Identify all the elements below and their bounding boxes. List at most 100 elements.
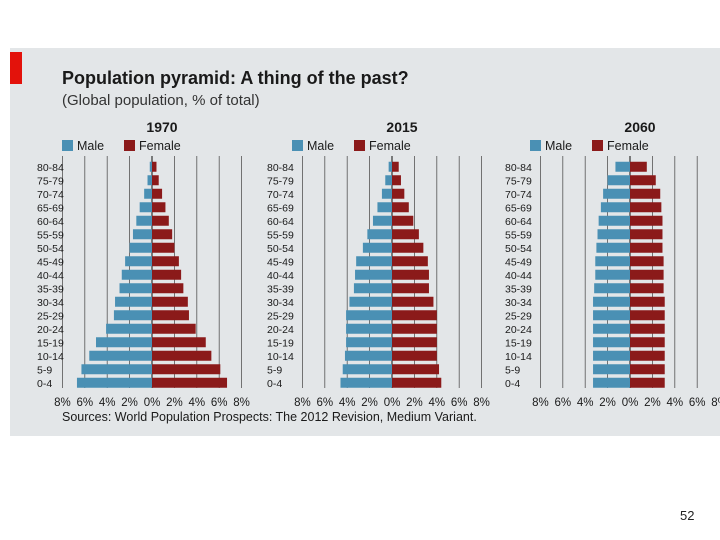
bar-female [152,296,188,307]
bar-female [392,229,419,240]
age-group-label: 5-9 [267,364,282,376]
bar-male [115,296,152,307]
bar-male [594,283,630,294]
bar-male [125,256,152,267]
bar-male [615,161,630,172]
bar-male [381,188,392,199]
age-group-label: 60-64 [505,216,532,228]
age-group-label: 55-59 [505,229,532,241]
bar-female [630,364,665,375]
bar-female [152,310,189,321]
bar-female [392,323,437,334]
bar-male [596,242,630,253]
page-number: 52 [680,508,695,523]
age-group-label: 40-44 [37,270,64,282]
source-note: Sources: World Population Prospects: The… [62,410,477,424]
x-tick-label: 2% [599,397,616,409]
pyramid-2060: 2060 Male Female 8% 6% 4% 2% 0% 2% 4% 6% 8% 0-4 5-910… [505,119,720,409]
x-tick-label: 0% [622,397,639,409]
x-tick-label: 2% [166,397,183,409]
bar-female [630,242,663,253]
bar-male [121,269,152,280]
chart-figure: Population pyramid: A thing of the past?… [10,48,720,436]
x-tick-label: 6% [689,397,706,409]
age-group-label: 70-74 [267,189,294,201]
age-group-label: 30-34 [505,297,532,309]
age-group-label: 10-14 [37,351,64,363]
age-group-label: 55-59 [267,229,294,241]
bar-female [392,364,440,375]
bar-male [388,161,392,172]
age-group-label: 60-64 [37,216,64,228]
age-group-label: 80-84 [37,162,64,174]
bar-male [367,229,392,240]
bar-male [149,161,152,172]
bar-male [340,377,392,388]
age-group-label: 75-79 [267,175,294,187]
bar-male [385,175,392,186]
bar-female [630,296,665,307]
x-tick-label: 0% [144,397,161,409]
legend-swatch-male [530,140,541,151]
bar-female [152,202,166,213]
age-group-label: 65-69 [37,202,64,214]
bar-male [372,215,392,226]
bar-female [152,269,182,280]
bar-female [630,202,662,213]
bar-female [152,161,157,172]
bar-male [600,202,630,213]
age-group-label: 20-24 [505,324,532,336]
bar-female [392,337,437,348]
age-group-label: 60-64 [267,216,294,228]
bar-male [593,364,630,375]
bar-female [392,215,414,226]
bar-male [598,215,630,226]
bar-female [630,337,665,348]
bar-male [113,310,152,321]
bar-male [144,188,152,199]
bar-female [152,175,159,186]
age-group-label: 70-74 [37,189,64,201]
legend-swatch-female [354,140,365,151]
bar-female [630,188,661,199]
bar-female [392,256,428,267]
age-group-label: 5-9 [505,364,520,376]
bar-female [152,229,173,240]
age-group-label: 50-54 [37,243,64,255]
age-group-label: 25-29 [37,310,64,322]
age-group-label: 25-29 [505,310,532,322]
age-group-label: 45-49 [505,256,532,268]
bar-male [353,283,392,294]
bar-male [136,215,152,226]
bar-male [89,350,152,361]
x-tick-label: 0% [384,397,401,409]
bar-female [152,350,212,361]
bar-male [593,323,630,334]
age-group-label: 55-59 [37,229,64,241]
legend-swatch-male [292,140,303,151]
bar-female [152,323,196,334]
bar-male [342,364,392,375]
bar-female [630,377,665,388]
x-tick-label: 6% [554,397,571,409]
age-group-label: 0-4 [267,378,282,390]
bar-male [119,283,152,294]
bar-female [392,269,429,280]
legend-label-male: Male [545,139,572,153]
legend-label-female: Female [369,139,411,153]
age-group-label: 75-79 [505,175,532,187]
bar-male [132,229,152,240]
bar-male [76,377,152,388]
x-tick-label: 8% [54,397,71,409]
age-group-label: 0-4 [37,378,52,390]
bar-female [152,283,184,294]
bar-female [152,188,163,199]
x-tick-label: 4% [577,397,594,409]
legend-label-female: Female [139,139,181,153]
age-group-label: 5-9 [37,364,52,376]
age-group-label: 40-44 [505,270,532,282]
bar-male [106,323,152,334]
bar-female [630,283,664,294]
legend-label-male: Male [77,139,104,153]
